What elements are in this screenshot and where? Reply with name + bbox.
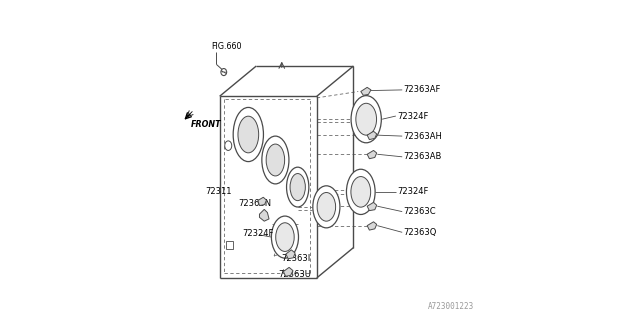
- Polygon shape: [284, 268, 293, 276]
- Text: 72363U: 72363U: [278, 269, 312, 279]
- Polygon shape: [361, 87, 371, 95]
- Text: 72311: 72311: [205, 188, 232, 196]
- Ellipse shape: [287, 167, 309, 207]
- Polygon shape: [259, 209, 269, 221]
- Ellipse shape: [233, 108, 264, 162]
- Ellipse shape: [266, 144, 285, 176]
- Ellipse shape: [238, 116, 259, 153]
- Text: 72363C: 72363C: [403, 207, 436, 216]
- Ellipse shape: [313, 186, 340, 228]
- Ellipse shape: [221, 68, 227, 76]
- Text: 72363N: 72363N: [239, 199, 272, 208]
- Text: 72363I: 72363I: [282, 254, 311, 263]
- Ellipse shape: [356, 103, 376, 135]
- Text: 72363AF: 72363AF: [403, 85, 441, 94]
- Text: 72324F: 72324F: [397, 112, 428, 121]
- Ellipse shape: [225, 141, 232, 150]
- Polygon shape: [258, 197, 266, 205]
- Text: A723001223: A723001223: [428, 302, 474, 311]
- Ellipse shape: [317, 193, 335, 221]
- Polygon shape: [226, 241, 234, 249]
- Ellipse shape: [351, 177, 371, 207]
- Ellipse shape: [351, 96, 381, 143]
- Ellipse shape: [290, 173, 305, 201]
- Polygon shape: [367, 131, 377, 140]
- Text: 72324F: 72324F: [242, 229, 273, 238]
- Ellipse shape: [346, 169, 375, 214]
- Polygon shape: [367, 222, 377, 230]
- Ellipse shape: [271, 216, 298, 258]
- Polygon shape: [367, 202, 377, 211]
- Text: FRONT: FRONT: [191, 120, 221, 130]
- Ellipse shape: [276, 223, 294, 252]
- Text: 72363AH: 72363AH: [403, 132, 442, 140]
- Text: FIG.660: FIG.660: [211, 42, 241, 52]
- Polygon shape: [286, 250, 295, 259]
- Polygon shape: [367, 150, 377, 159]
- Text: 72363Q: 72363Q: [403, 228, 437, 237]
- Ellipse shape: [262, 136, 289, 184]
- Text: 72324F: 72324F: [397, 188, 428, 196]
- Text: 72363AB: 72363AB: [403, 152, 442, 161]
